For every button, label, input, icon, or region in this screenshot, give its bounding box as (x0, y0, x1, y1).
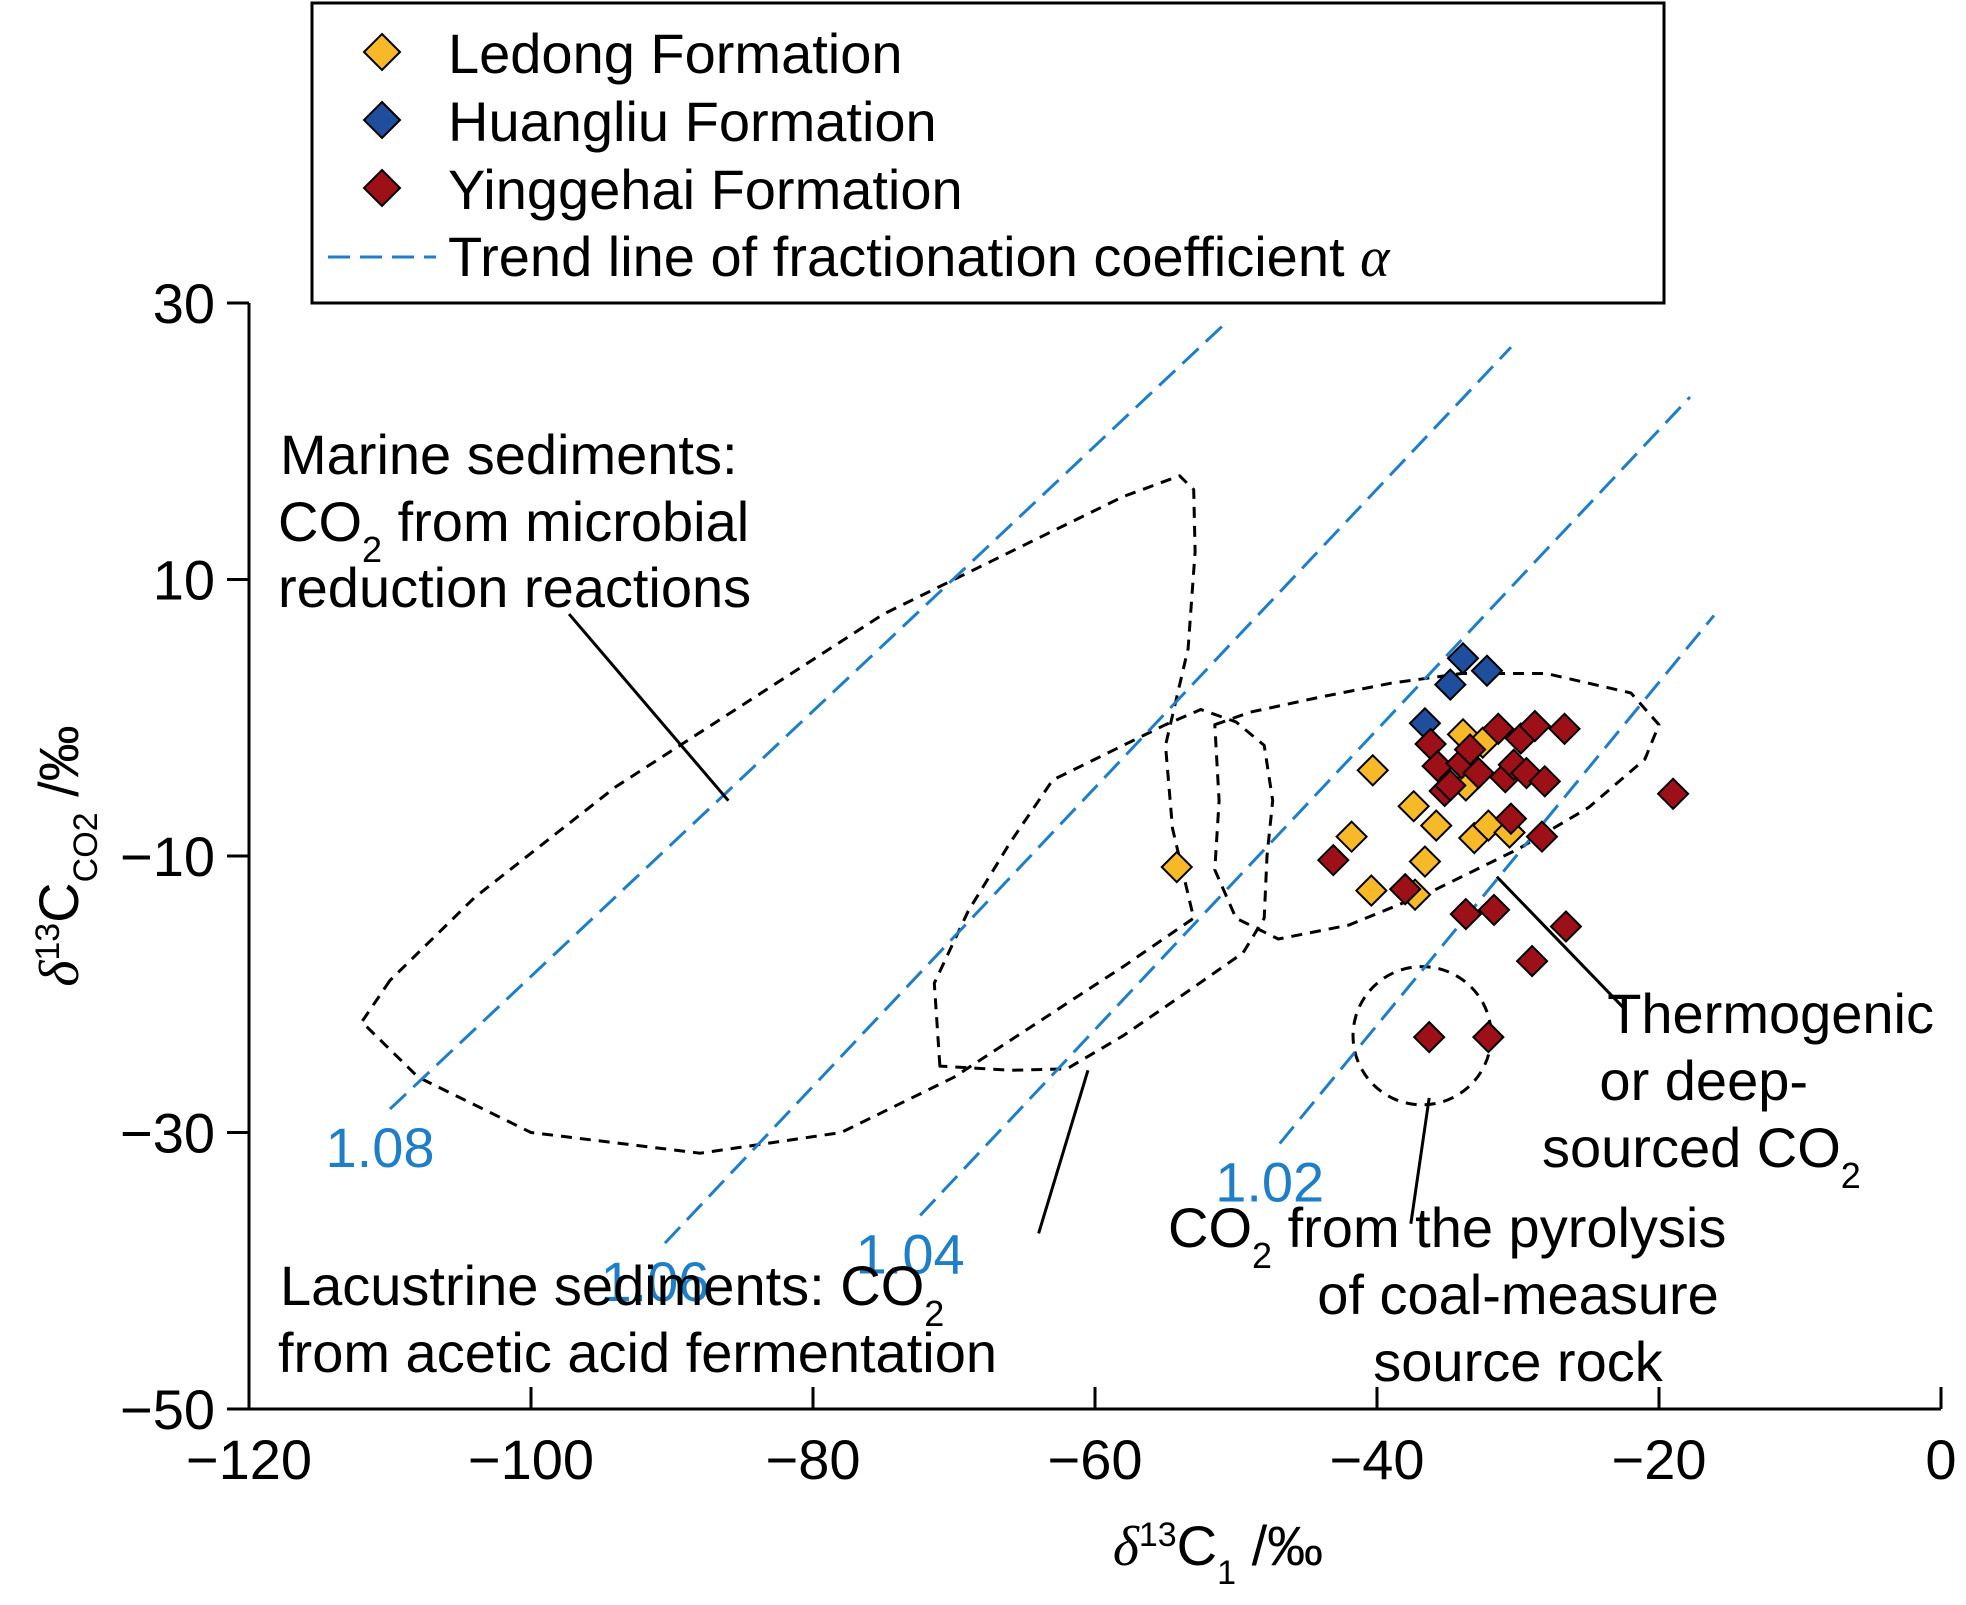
data-point-yinggehai (1549, 910, 1583, 943)
data-point-yinggehai (1494, 802, 1528, 836)
data-point-huangliu (1470, 654, 1504, 688)
legend-label-huangliu: Huangliu Formation (448, 90, 937, 153)
x-tick-label: −60 (1048, 1428, 1143, 1491)
annotation-pyrolysis: CO2 from the pyrolysis (1168, 1196, 1726, 1276)
data-point-huangliu (1433, 668, 1467, 701)
y-tick-label: 10 (153, 549, 215, 612)
lacustrine-sediments-region (932, 708, 1275, 1072)
data-point-ledong (1419, 809, 1453, 842)
annotation-lacustrine: Lacustrine sediments: CO2 (280, 1254, 944, 1334)
data-point-yinggehai (1433, 769, 1467, 802)
y-tick-label: −30 (120, 1102, 215, 1165)
legend-label-yinggehai: Yinggehai Formation (448, 158, 963, 221)
axes: −120 −100 −80 −60 −40 −20 0 −50 −30 −10 10 30 (120, 272, 1957, 1491)
annotation-leader-line (1495, 875, 1625, 1010)
annotation-thermogenic-line2: or deep- (1599, 1049, 1808, 1112)
legend-label-ledong: Ledong Formation (448, 22, 903, 85)
x-tick-label: −40 (1330, 1428, 1425, 1491)
data-point-yinggehai (1515, 944, 1549, 978)
x-tick-label: −120 (186, 1428, 312, 1491)
data-point-yinggehai (1548, 712, 1581, 746)
annotation-thermogenic: Thermogenic (1607, 982, 1934, 1045)
annotation-pyrolysis-line3: source rock (1373, 1330, 1663, 1393)
annotation-leader-line (1037, 1069, 1090, 1234)
y-tick-label: 30 (153, 272, 215, 335)
data-point-yinggehai (1656, 777, 1690, 811)
trend-lines: 1.08 1.06 1.04 1.02 (326, 325, 1716, 1313)
trend-line-1.06 (663, 346, 1513, 1245)
data-point-yinggehai (1453, 733, 1487, 766)
data-points (1160, 641, 1690, 1054)
annotation-leader-lines (567, 613, 1625, 1234)
data-point-yinggehai (1471, 1020, 1505, 1054)
annotation-marine-line3: reduction reactions (278, 556, 751, 619)
x-tick-label: 0 (1925, 1428, 1956, 1491)
data-point-yinggehai (1462, 756, 1495, 790)
legend: Ledong Formation Huangliu Formation Ying… (310, 1, 1666, 305)
data-point-yinggehai (1388, 872, 1422, 906)
data-point-ledong (1408, 845, 1442, 878)
data-point-ledong (1335, 820, 1369, 854)
trend-label-1.02: 1.02 (1215, 1151, 1324, 1214)
y-axis-title: δ13CCO2 /‰ (27, 725, 105, 986)
annotation-leader-line (1409, 1097, 1431, 1224)
legend-label-trend: Trend line of fractionation coefficient … (448, 225, 1391, 289)
legend-marker-yinggehai (362, 168, 402, 208)
y-tick-label: −50 (120, 1378, 215, 1441)
data-point-ledong (1354, 874, 1388, 907)
data-point-ledong (1397, 789, 1431, 823)
data-point-ledong (1356, 753, 1390, 787)
annotation-pyrolysis-line2: of coal-measure (1317, 1263, 1719, 1326)
trend-line-1.02 (1278, 614, 1716, 1145)
annotation-thermogenic-line3: sourced CO2 (1542, 1116, 1861, 1196)
x-tick-label: −100 (468, 1428, 594, 1491)
data-point-yinggehai (1316, 843, 1350, 877)
annotation-leader-line (567, 613, 730, 802)
trend-label-1.08: 1.08 (326, 1116, 435, 1179)
annotation-marine: Marine sediments: (280, 423, 738, 486)
legend-marker-ledong (362, 32, 402, 72)
thermogenic-region (1213, 672, 1661, 941)
data-point-yinggehai (1449, 897, 1483, 931)
data-point-ledong (1160, 850, 1194, 884)
trend-line-1.04 (919, 395, 1692, 1217)
data-point-yinggehai (1481, 712, 1515, 746)
x-tick-label: −80 (766, 1428, 861, 1491)
data-point-yinggehai (1412, 1020, 1446, 1054)
data-point-yinggehai (1525, 820, 1559, 854)
legend-marker-huangliu (362, 100, 402, 140)
y-tick-label: −10 (120, 825, 215, 888)
legend-box (310, 1, 1666, 305)
x-tick-label: −20 (1612, 1428, 1707, 1491)
data-point-yinggehai (1528, 764, 1562, 798)
data-point-yinggehai (1518, 709, 1552, 743)
data-point-huangliu (1446, 641, 1480, 675)
trend-label-1.06: 1.06 (600, 1250, 709, 1313)
marine-sediments-region (360, 474, 1197, 1155)
trend-label-1.04: 1.04 (856, 1222, 965, 1285)
legend-markers (328, 32, 436, 259)
data-point-yinggehai (1477, 893, 1511, 927)
x-axis-title: δ13C1 /‰ (1113, 1514, 1323, 1592)
annotation-lacustrine-line2: from acetic acid fermentation (278, 1321, 997, 1384)
annotation-marine-line2: CO2 from microbial (278, 490, 749, 570)
